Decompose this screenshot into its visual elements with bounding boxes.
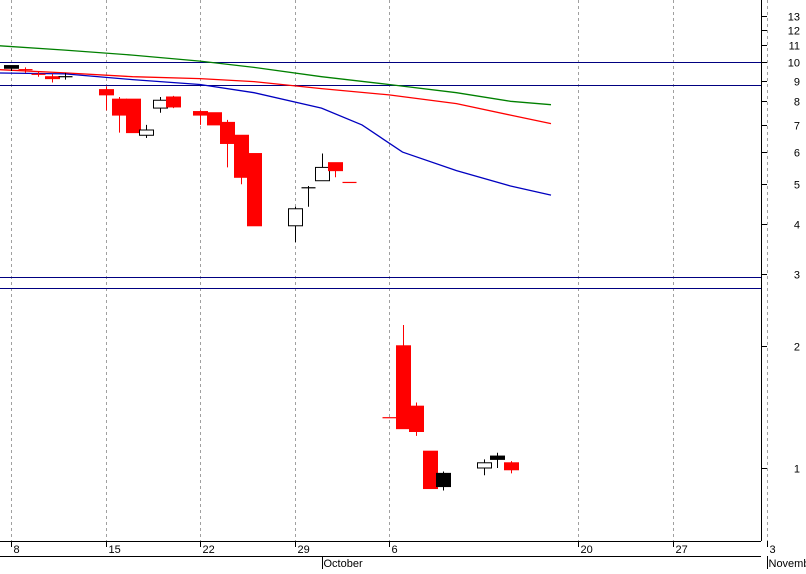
y-tick-label: 10 [788, 58, 800, 70]
x-tick-label: 20 [581, 544, 593, 556]
candle-body [505, 463, 519, 470]
candle-body [316, 167, 330, 180]
y-tick-label: 8 [794, 97, 800, 109]
candle-body [154, 100, 168, 108]
candle-body [289, 209, 303, 226]
y-tick-label: 12 [788, 26, 800, 38]
candle-body [5, 66, 19, 69]
candle [208, 113, 222, 125]
x-tick-label: 29 [298, 544, 310, 556]
y-tick-label: 1 [794, 464, 800, 476]
y-tick-label: 4 [794, 220, 800, 232]
x-tick-label: 8 [14, 544, 20, 556]
candle [235, 135, 249, 184]
y-tick-label: 11 [789, 41, 800, 53]
candle-body [410, 406, 424, 431]
y-tick-label: 13 [788, 12, 800, 24]
candle [248, 154, 262, 226]
candle-body [100, 90, 114, 95]
y-tick-label: 9 [794, 77, 800, 89]
y-tick-label: 7 [794, 121, 800, 133]
candle-body [397, 346, 411, 429]
candle-body [127, 99, 141, 132]
month-label: October [324, 558, 363, 569]
x-tick-label: 22 [203, 544, 215, 556]
candle-body [235, 135, 249, 177]
candle-body [424, 451, 438, 488]
y-tick-label: 5 [794, 180, 800, 192]
candle-body [167, 97, 181, 107]
candle [167, 96, 181, 108]
candle-body [221, 122, 235, 143]
y-tick-label: 2 [794, 342, 800, 354]
candle-body [140, 130, 154, 135]
x-tick-label: 27 [676, 544, 688, 556]
candle-body [208, 113, 222, 125]
x-tick-label: 3 [770, 544, 776, 556]
candle [410, 402, 424, 435]
x-tick-label: 6 [392, 544, 398, 556]
candle-body [194, 112, 208, 116]
y-tick-label: 3 [794, 270, 800, 282]
candle-body [478, 463, 492, 468]
candle-body [248, 154, 262, 226]
candle-body [329, 163, 343, 171]
y-tick-label: 6 [794, 148, 800, 160]
candle-body [491, 456, 505, 459]
month-label: November [769, 558, 806, 569]
x-tick-label: 15 [109, 544, 121, 556]
candle [127, 99, 141, 132]
candle-body [437, 473, 451, 486]
candle-body [46, 77, 60, 79]
candle-body [113, 99, 127, 115]
candle [424, 451, 438, 488]
